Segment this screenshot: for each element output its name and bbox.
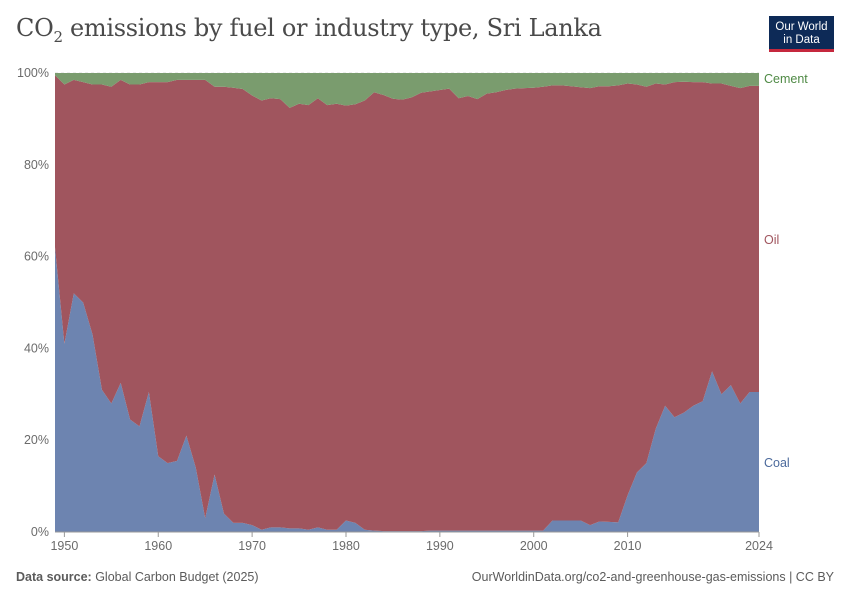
x-tick-label: 2000 — [520, 539, 548, 553]
y-axis: 0% 20% 40% 60% 80% 100% — [17, 66, 49, 539]
footer-links: OurWorldinData.org/co2-and-greenhouse-ga… — [472, 570, 834, 584]
x-tick-label: 1970 — [238, 539, 266, 553]
legend: Coal Oil Cement — [764, 72, 808, 470]
chart-title: CO2 emissions by fuel or industry type, … — [16, 14, 602, 46]
x-tick-label: 2024 — [745, 539, 773, 553]
title-subscript: 2 — [53, 27, 63, 46]
x-tick-label: 1950 — [50, 539, 78, 553]
y-tick-label: 100% — [17, 66, 49, 80]
x-tick-label: 1980 — [332, 539, 360, 553]
x-axis: 1950 1960 1970 1980 1990 2000 2010 2024 — [50, 531, 773, 553]
legend-label-coal[interactable]: Coal — [764, 456, 790, 470]
legend-label-oil[interactable]: Oil — [764, 233, 779, 247]
data-source: Data source: Global Carbon Budget (2025) — [16, 570, 259, 584]
title-co: CO — [16, 14, 54, 42]
x-tick-label: 2010 — [614, 539, 642, 553]
series-areas — [55, 73, 759, 533]
source-text: Global Carbon Budget (2025) — [91, 570, 259, 584]
y-tick-label: 80% — [24, 158, 49, 172]
y-tick-label: 60% — [24, 250, 49, 264]
logo-line-1: Our World — [775, 21, 828, 33]
source-label: Data source: — [16, 570, 92, 584]
owid-logo[interactable]: Our World in Data — [769, 16, 834, 52]
y-tick-label: 20% — [24, 433, 49, 447]
area-chart: 0% 20% 40% 60% 80% 100% 1950 1960 1970 1980 1990 2… — [17, 66, 808, 553]
y-tick-label: 0% — [31, 525, 49, 539]
y-tick-label: 40% — [24, 341, 49, 355]
area-cement[interactable] — [55, 73, 759, 108]
legend-label-cement[interactable]: Cement — [764, 72, 808, 86]
logo-line-2: in Data — [783, 34, 820, 46]
license-text: | CC BY — [785, 570, 834, 584]
x-tick-label: 1960 — [144, 539, 172, 553]
x-tick-label: 1990 — [426, 539, 454, 553]
area-oil[interactable] — [55, 75, 759, 532]
area-coal[interactable] — [55, 247, 759, 533]
source-link[interactable]: OurWorldinData.org/co2-and-greenhouse-ga… — [471, 570, 786, 584]
title-rest: emissions by fuel or industry type, Sri … — [62, 14, 602, 42]
